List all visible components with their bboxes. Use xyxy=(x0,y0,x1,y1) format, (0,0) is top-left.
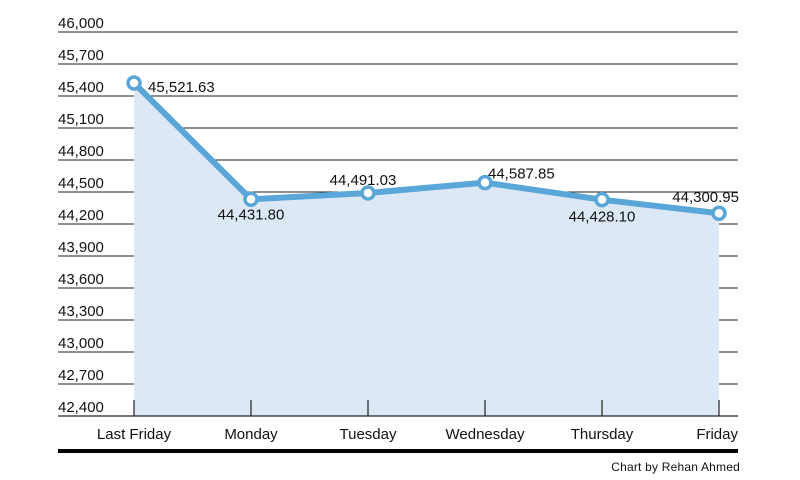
x-tick-label: Wednesday xyxy=(446,426,525,443)
area-fill xyxy=(134,83,719,417)
y-tick-labels: 42,400 42,700 43,000 43,300 43,600 43,900 44,2… xyxy=(58,15,104,416)
data-label: 44,587.85 xyxy=(488,166,555,183)
y-tick-label: 44,500 xyxy=(58,175,104,192)
series-line-path xyxy=(131,80,722,217)
y-tick-label: 43,600 xyxy=(58,271,104,288)
y-tick-label: 45,700 xyxy=(58,47,104,64)
chart-credit: Chart by Rehan Ahmed xyxy=(611,460,740,474)
x-tick-label: Friday xyxy=(696,426,738,443)
y-tick-label: 45,100 xyxy=(58,111,104,128)
data-point xyxy=(243,191,259,208)
data-labels: 45,521.63 44,431.80 44,491.03 44,587.85 44,4… xyxy=(148,79,739,226)
data-point xyxy=(126,75,142,91)
y-tick-label: 44,800 xyxy=(58,143,104,160)
y-tick-label: 46,000 xyxy=(58,15,104,32)
x-tick-label: Thursday xyxy=(571,426,634,443)
y-tick-label: 45,400 xyxy=(58,79,104,96)
x-tick-label: Tuesday xyxy=(340,426,397,443)
data-point xyxy=(477,174,493,191)
x-tick-label: Last Friday xyxy=(97,426,172,443)
x-tick-labels: Last Friday Monday Tuesday Wednesday Thursda… xyxy=(97,426,739,443)
data-label: 44,428.10 xyxy=(569,209,636,226)
y-tick-label: 42,700 xyxy=(58,367,104,384)
data-point xyxy=(594,191,610,208)
y-tick-label: 43,000 xyxy=(58,335,104,352)
x-tick-label: Monday xyxy=(224,426,278,443)
data-label: 45,521.63 xyxy=(148,79,215,96)
data-label: 44,491.03 xyxy=(330,172,397,189)
y-tick-label: 42,400 xyxy=(58,399,104,416)
data-points xyxy=(126,75,727,221)
data-point xyxy=(360,185,376,201)
data-label: 44,300.95 xyxy=(672,189,739,206)
y-tick-label: 43,300 xyxy=(58,303,104,320)
axes xyxy=(58,400,738,453)
y-tick-label: 43,900 xyxy=(58,239,104,256)
y-tick-label: 44,200 xyxy=(58,207,104,224)
data-point xyxy=(711,205,727,221)
data-label: 44,431.80 xyxy=(218,206,285,223)
area-fill-shape xyxy=(134,83,719,417)
series-line xyxy=(131,80,722,217)
